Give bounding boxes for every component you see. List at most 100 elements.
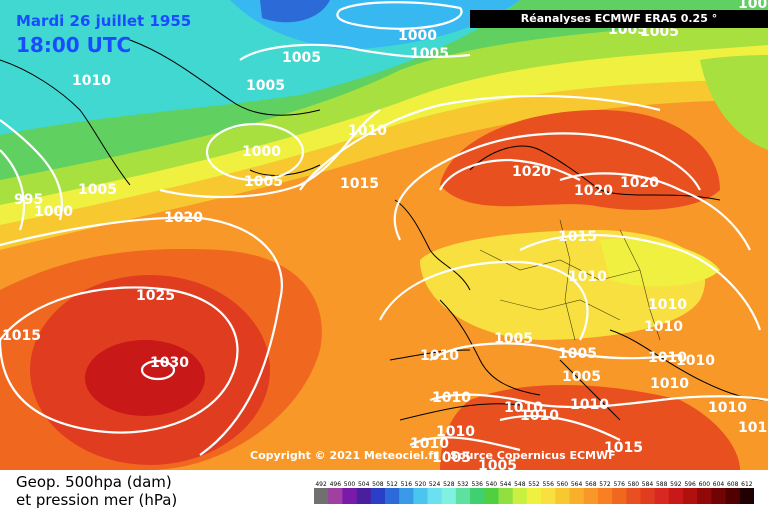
legend-title-line1: Geop. 500hpa (dam) <box>16 473 172 491</box>
isobar-label: 1010 <box>676 353 715 369</box>
color-scale-swatch <box>597 488 613 504</box>
color-scale-label: 580 <box>628 481 640 488</box>
color-scale-swatch <box>512 488 528 504</box>
color-scale-swatch <box>668 488 684 504</box>
color-scale-label: 504 <box>358 481 370 488</box>
color-scale-swatch <box>555 488 570 504</box>
color-scale-swatch <box>541 488 556 504</box>
color-scale-label: 604 <box>713 481 725 488</box>
isobar-label: 1010 <box>520 408 559 424</box>
map-time: 18:00 UTC <box>16 33 132 57</box>
color-scale-label: 544 <box>500 481 512 488</box>
color-scale-label: 560 <box>557 481 569 488</box>
field-east-green <box>700 55 768 150</box>
color-scale-label: 528 <box>443 481 455 488</box>
isobar-label: 1025 <box>136 288 175 304</box>
color-scale-label: 524 <box>429 481 441 488</box>
map-date: Mardi 26 juillet 1955 <box>16 12 192 30</box>
color-scale-label: 508 <box>372 481 384 488</box>
isobar-label: 1005 <box>562 369 601 385</box>
color-scale-label: 612 <box>741 481 753 488</box>
color-scale-label: 520 <box>415 481 427 488</box>
color-scale-swatch <box>739 488 754 504</box>
isobar-label: 1010 <box>738 420 768 436</box>
color-scale-label: 512 <box>386 481 398 488</box>
color-scale-swatch <box>640 488 656 504</box>
isobar-label: 1005 <box>78 182 117 198</box>
isobar-label: 1010 <box>436 424 475 440</box>
weather-map: 1000 1005 1005 1010 1005 1000 1005 1010 … <box>0 0 768 470</box>
isobar-label: 1005 <box>410 46 449 62</box>
color-scale-swatch <box>470 488 485 504</box>
isobar-label: 1005 <box>432 450 471 466</box>
copyright-notice: Copyright © 2021 Meteociel.fr / Source C… <box>250 449 616 462</box>
color-scale-swatch <box>583 488 599 504</box>
isobar-label: 1010 <box>708 400 747 416</box>
color-scale-swatch <box>725 488 741 504</box>
color-scale-swatch <box>399 488 414 504</box>
field-scandinavia-red <box>440 110 720 210</box>
color-scale-label: 600 <box>699 481 711 488</box>
color-scale-label: 588 <box>656 481 668 488</box>
color-scale-label: 596 <box>684 481 696 488</box>
color-scale-swatch <box>370 488 386 504</box>
color-scale-swatch <box>569 488 585 504</box>
color-scale-label: 492 <box>315 481 327 488</box>
country-borders <box>479 219 661 341</box>
color-scale-swatch <box>711 488 727 504</box>
color-scale-swatch <box>612 488 627 504</box>
color-scale-swatch <box>413 488 429 504</box>
isobar-label: 1015 <box>558 229 597 245</box>
color-scale-swatch <box>455 488 471 504</box>
color-scale-label: 568 <box>585 481 597 488</box>
isobar-label: 1015 <box>2 328 41 344</box>
isobars <box>0 1 768 456</box>
color-scale-label: 592 <box>670 481 682 488</box>
color-scale-swatch <box>683 488 698 504</box>
isobar-label: 1005 <box>640 24 679 40</box>
isobar-label: 1010 <box>644 319 683 335</box>
isobar-label-group: 1000 1005 1005 1010 1005 1000 1005 1010 … <box>2 0 768 470</box>
color-scale-bar: 492 496 500 504 508 512 516 520 524 528 532 536 540 5… <box>314 481 754 504</box>
color-scale-swatch <box>484 488 499 504</box>
color-scale-swatch <box>356 488 372 504</box>
isobar-label: 1000 <box>242 144 281 160</box>
isobar-label: 1015 <box>604 440 643 456</box>
isobar-label: 1010 <box>72 73 111 89</box>
isobar-label: 1020 <box>574 183 613 199</box>
isobar-label: 1010 <box>420 348 459 364</box>
color-scale-label: 500 <box>344 481 356 488</box>
isobar-label: 1020 <box>620 175 659 191</box>
isobar-label: 1010 <box>650 376 689 392</box>
color-scale-label: 576 <box>613 481 625 488</box>
legend-title-line2: et pression mer (hPa) <box>16 491 178 509</box>
color-scale-label: 536 <box>471 481 483 488</box>
color-scale-label: 584 <box>642 481 654 488</box>
isobar-label: 1010 <box>348 123 387 139</box>
color-scale-label: 572 <box>599 481 611 488</box>
color-scale-swatch <box>342 488 358 504</box>
color-scale-label: 540 <box>486 481 498 488</box>
field-darkred-high <box>85 340 205 416</box>
isobar-label: 1005 <box>494 331 533 347</box>
isobar-label: 1010 <box>504 400 543 416</box>
isobar-label: 1010 <box>648 297 687 313</box>
color-scale-swatch <box>441 488 457 504</box>
isobar-label: 1005 <box>246 78 285 94</box>
color-scale-label: 564 <box>571 481 583 488</box>
isobar-label: 1010 <box>410 436 449 452</box>
color-scale-label: 556 <box>542 481 554 488</box>
isobar-label: 1000 <box>34 204 73 220</box>
color-scale-label: 516 <box>401 481 413 488</box>
isobar-label: 1005 <box>558 346 597 362</box>
isobar-label: 1015 <box>340 176 379 192</box>
isobar-label: 1005 <box>282 50 321 66</box>
isobar-label: 1030 <box>150 355 189 371</box>
color-scale-swatch <box>328 488 343 504</box>
color-scale-label: 608 <box>727 481 739 488</box>
color-scale-swatch <box>385 488 400 504</box>
isobar-label: 1010 <box>570 397 609 413</box>
isobar-label: 1005 <box>738 0 768 12</box>
isobar-label: 1005 <box>244 174 283 190</box>
color-scale-swatch <box>498 488 514 504</box>
